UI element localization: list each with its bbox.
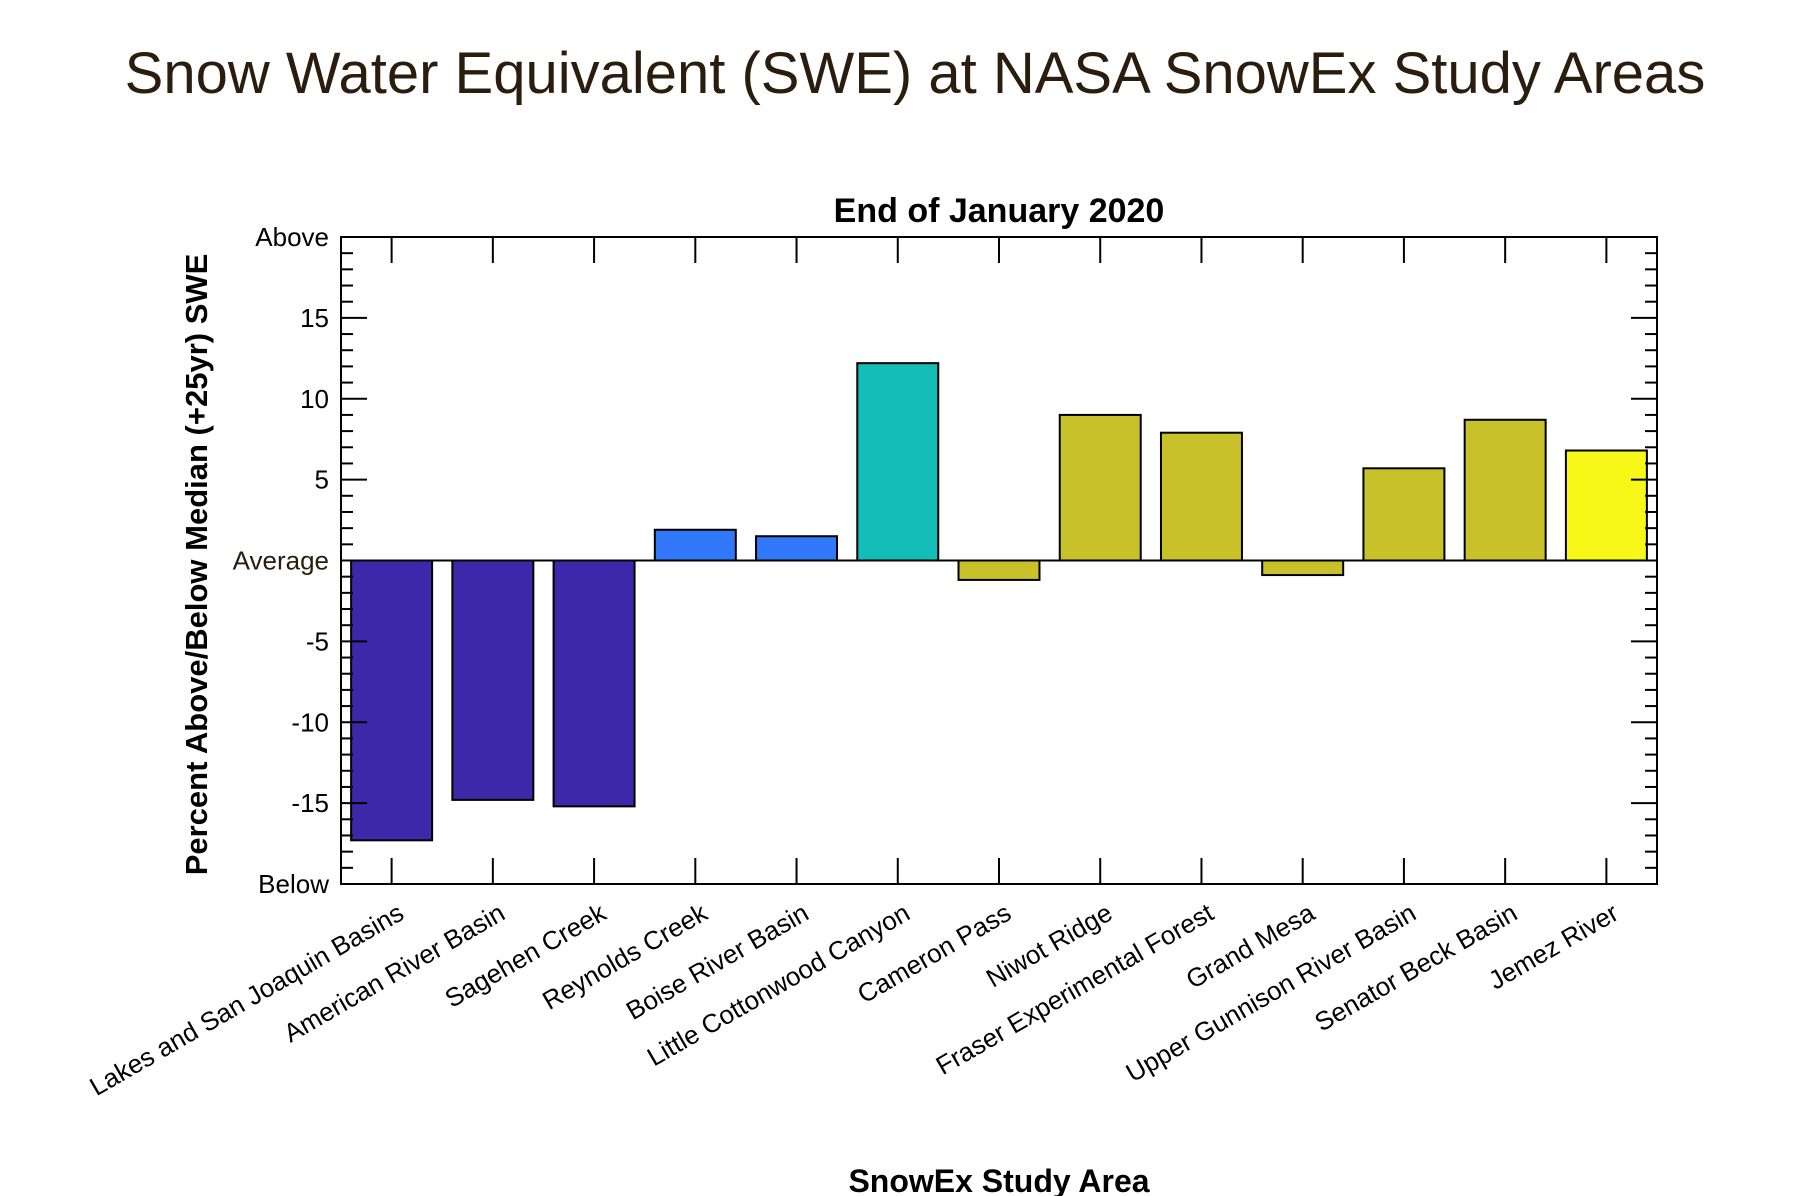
bar-1	[451, 559, 535, 801]
y-tick-label: -5	[306, 626, 329, 656]
bar-2	[552, 559, 636, 808]
chart-subtitle: End of January 2020	[834, 192, 1165, 230]
y-tick-label: 15	[300, 303, 329, 333]
y-tick-label: -15	[291, 788, 329, 818]
bar-12	[1564, 449, 1648, 562]
y-axis-label: Percent Above/Below Median (+25yr) SWE	[179, 254, 214, 876]
y-tick-label: 5	[315, 465, 329, 495]
bar-7	[1058, 413, 1142, 562]
bar-0	[350, 559, 434, 842]
bar-5	[856, 362, 940, 562]
bar-4	[755, 535, 839, 562]
bar-9	[1261, 559, 1345, 577]
page-title: Snow Water Equivalent (SWE) at NASA Snow…	[124, 41, 1706, 106]
bar-3	[653, 528, 737, 562]
y-tick-label: Above	[255, 222, 329, 252]
y-tick-label: 10	[300, 384, 329, 414]
bar-10	[1362, 467, 1446, 562]
y-tick-label: -10	[291, 707, 329, 737]
bar-6	[957, 559, 1041, 581]
y-tick-label: Average	[233, 546, 329, 576]
x-axis-label: SnowEx Study Area	[848, 1163, 1149, 1196]
y-tick-label: Below	[258, 869, 329, 899]
bar-8	[1159, 431, 1243, 562]
bar-11	[1463, 418, 1547, 562]
